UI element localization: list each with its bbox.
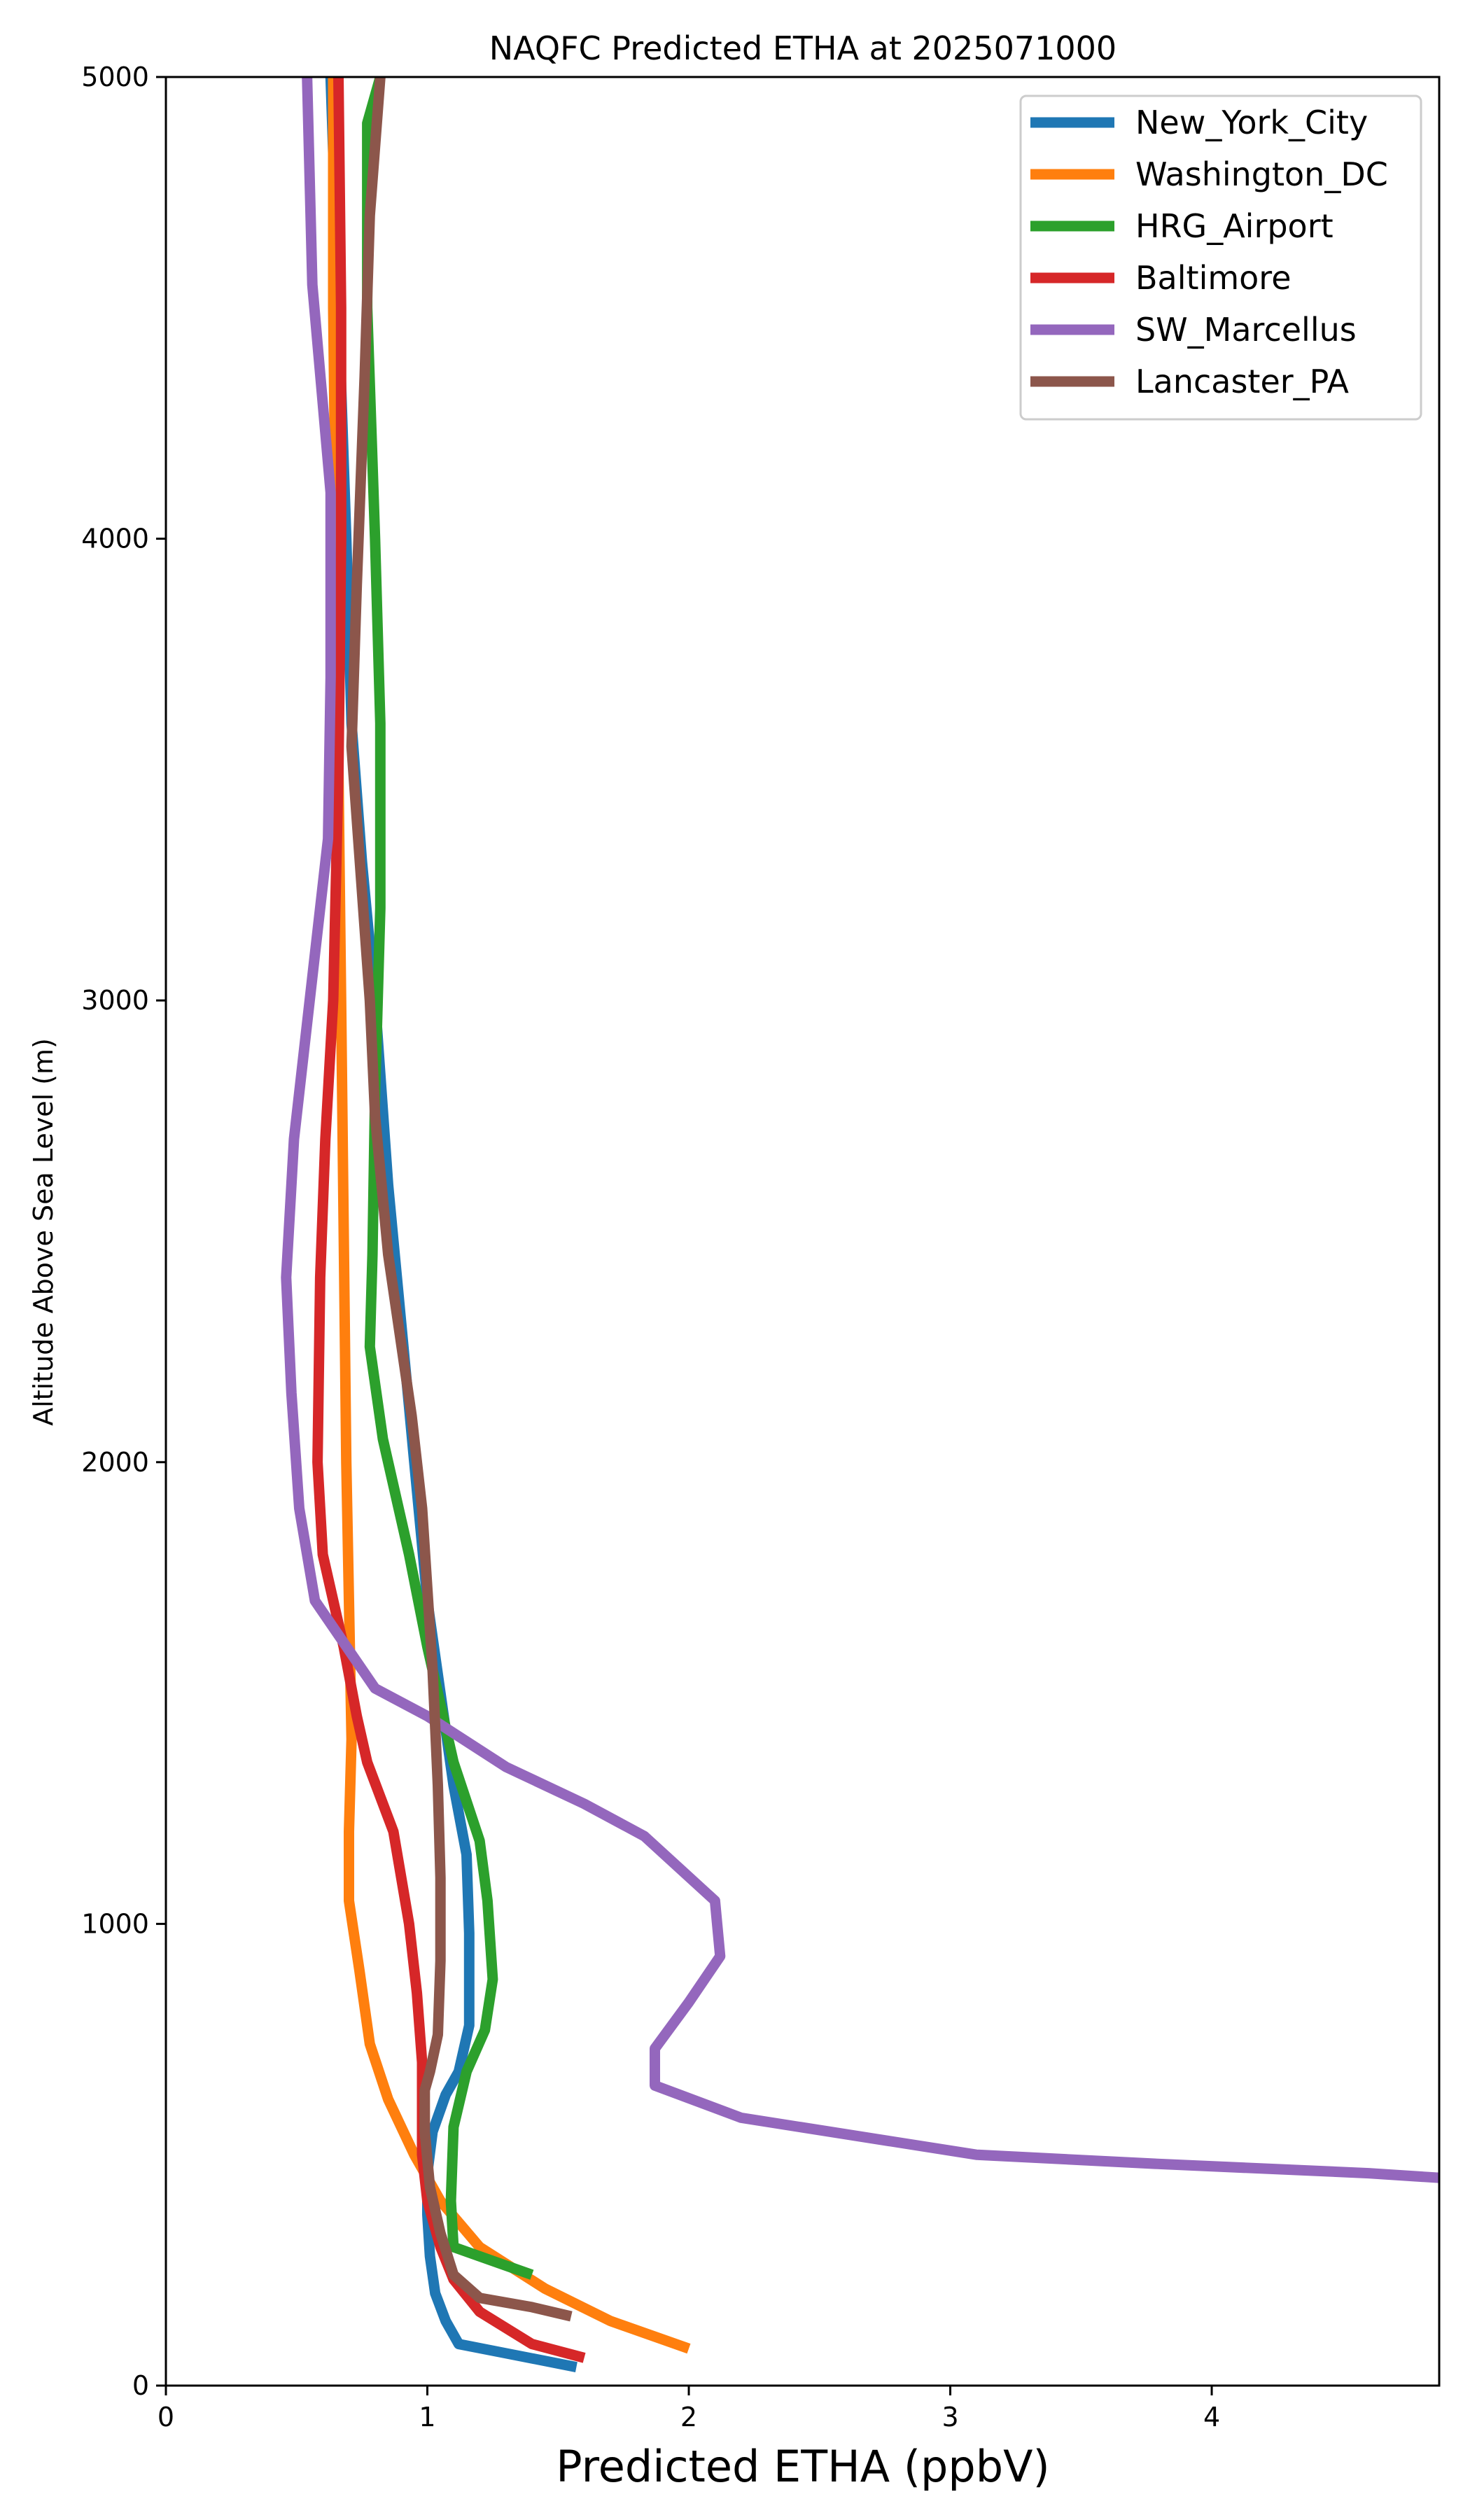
legend-label: New_York_City <box>1135 104 1368 141</box>
x-axis-label: Predicted ETHA (ppbV) <box>556 2441 1049 2492</box>
y-tick-label: 0 <box>132 2370 149 2401</box>
legend-label: SW_Marcellus <box>1135 311 1357 349</box>
y-tick-label: 1000 <box>81 1908 149 1939</box>
y-axis-ticks: 0 1000 2000 3000 4000 5000 <box>81 62 166 2401</box>
legend: New_York_City Washington_DC HRG_Airport Bal… <box>1019 94 1422 421</box>
x-tick-label: 0 <box>158 2402 174 2432</box>
legend-label: Lancaster_PA <box>1135 363 1349 400</box>
series-line-sw-marcellus <box>281 77 1439 2183</box>
y-tick-label: 4000 <box>81 524 149 554</box>
x-tick-label: 2 <box>680 2402 697 2432</box>
legend-label: HRG_Airport <box>1135 207 1334 245</box>
legend-label: Washington_DC <box>1135 155 1388 193</box>
legend-box <box>1019 94 1422 421</box>
series-layer <box>281 77 1439 2372</box>
plot-area <box>164 76 1441 2387</box>
x-tick-label: 3 <box>941 2402 958 2432</box>
x-tick-label: 4 <box>1203 2402 1220 2432</box>
series-line-baltimore <box>312 77 586 2363</box>
x-tick-label: 1 <box>419 2402 435 2432</box>
x-axis-ticks: 0 1 2 3 4 <box>158 2386 1220 2432</box>
y-tick-label: 3000 <box>81 985 149 1016</box>
y-tick-label: 2000 <box>81 1447 149 1478</box>
series-line-lancaster-pa <box>346 77 573 2322</box>
chart-title: NAQFC Predicted ETHA at 2025071000 <box>489 29 1116 67</box>
y-tick-label: 5000 <box>81 62 149 92</box>
legend-label: Baltimore <box>1135 259 1292 297</box>
y-axis-label: Altitude Above Sea Level (m) <box>28 1038 59 1426</box>
plot-frame <box>164 76 1441 2387</box>
